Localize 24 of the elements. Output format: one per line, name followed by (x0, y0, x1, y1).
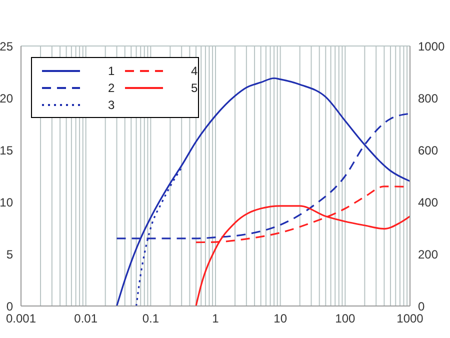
x-tick-label: 10 (274, 312, 288, 326)
y-tick-label: 20 (0, 91, 14, 106)
x-tick-label: 1 (212, 312, 220, 326)
legend-label: 2 (108, 80, 115, 94)
y-tick-label: 0 (6, 299, 14, 314)
x-tick-label: 0.001 (6, 312, 36, 326)
y2-tick-label: 400 (418, 195, 438, 210)
y2-tick-label: 200 (418, 247, 438, 262)
y-tick-label: 10 (0, 195, 14, 210)
y-tick-label: 5 (6, 247, 14, 262)
x-tick-label: 0.01 (74, 312, 98, 326)
y-tick-label: 25 (0, 39, 14, 54)
y-tick-label: 15 (0, 143, 14, 158)
legend-label: 1 (108, 64, 115, 78)
y2-tick-label: 0 (418, 299, 425, 314)
y2-tick-label: 800 (418, 91, 438, 106)
x-tick-label: 0.1 (142, 312, 160, 326)
x-tick-label: 100 (335, 312, 356, 326)
legend-label: 5 (191, 80, 198, 94)
y2-tick-label: 600 (418, 143, 438, 158)
x-tick-label: 1000 (396, 312, 424, 326)
y2-tick-label: 1000 (418, 39, 446, 54)
legend-label: 4 (191, 64, 198, 78)
legend-label: 3 (108, 98, 115, 112)
